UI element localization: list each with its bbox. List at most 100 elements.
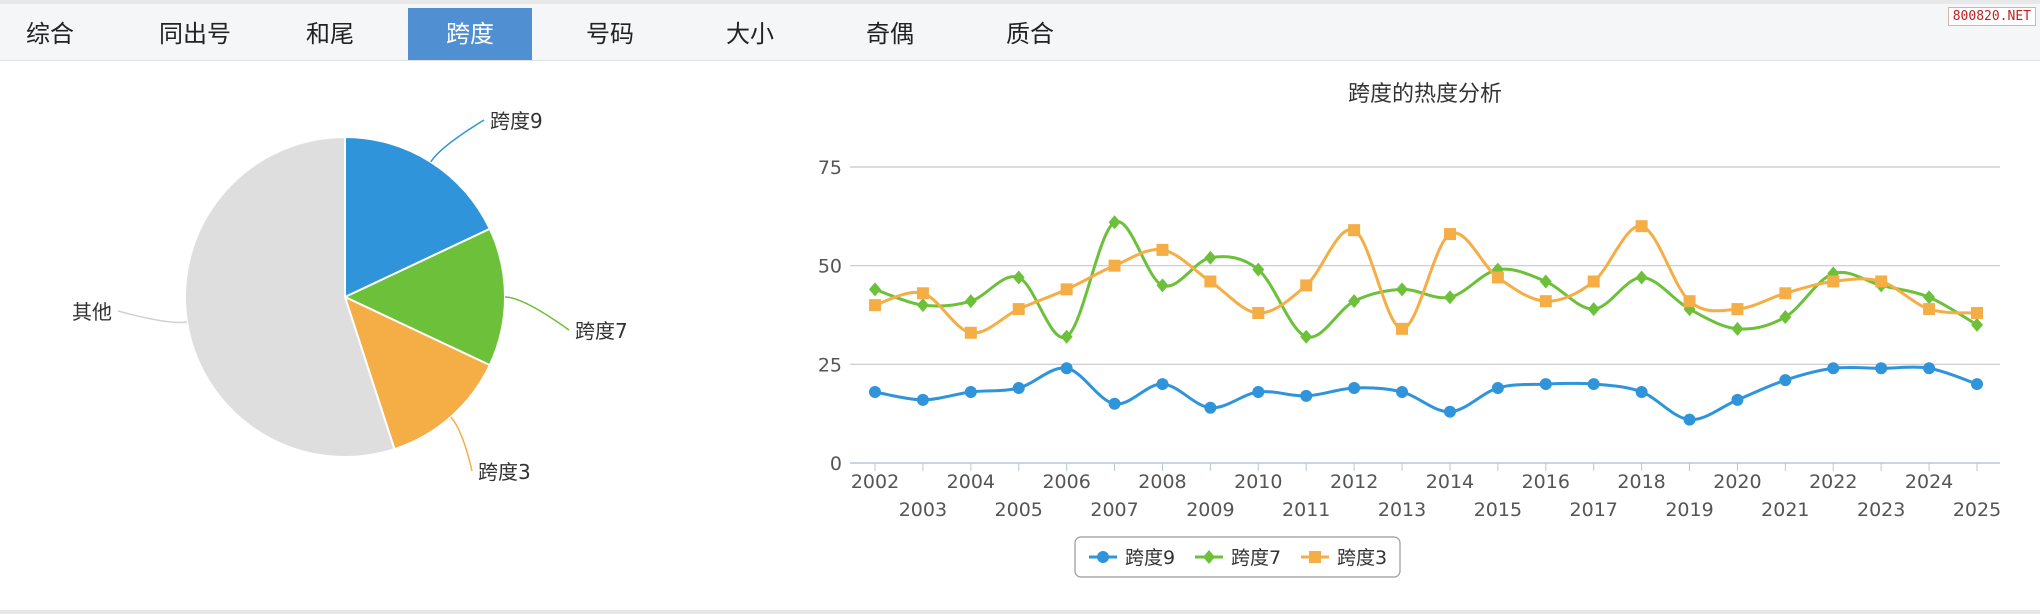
y-tick-label: 0: [830, 453, 842, 475]
data-point: [1875, 275, 1888, 288]
tab-prime-composite[interactable]: 质合: [1006, 20, 1054, 48]
chart-panel: 跨度9 跨度7 跨度3 其他 跨度的热度分析 0 25 50 75 2002 2003 2004 20…: [0, 61, 2040, 609]
x-tick-label: 2013: [1378, 499, 1426, 521]
data-point: [964, 385, 977, 398]
legend-swatch-marker: [1309, 551, 1321, 563]
x-tick-label: 2002: [851, 471, 899, 493]
legend-box: [1074, 536, 1401, 578]
data-point: [1683, 413, 1696, 426]
x-tick-label: 2018: [1617, 471, 1665, 493]
data-point: [916, 298, 929, 313]
pie-label: 跨度3: [478, 460, 531, 484]
x-tick-label: 2023: [1857, 499, 1905, 521]
data-point: [1108, 259, 1121, 272]
x-tick-label: 2020: [1713, 471, 1761, 493]
data-point: [1156, 378, 1169, 391]
x-tick-label: 2007: [1090, 499, 1138, 521]
pie-connector: [504, 296, 570, 331]
data-point: [1587, 378, 1600, 391]
tab-sum-tail[interactable]: 和尾: [306, 20, 354, 48]
data-point: [1731, 393, 1744, 406]
x-tick-label: 2010: [1234, 471, 1282, 493]
data-point: [1779, 309, 1792, 324]
data-point: [1779, 374, 1792, 387]
data-point: [1443, 405, 1456, 418]
x-tick-label: 2017: [1570, 499, 1618, 521]
data-point: [1443, 228, 1456, 241]
data-point: [1635, 270, 1648, 285]
pie-slice: [184, 135, 396, 458]
data-point: [1060, 362, 1073, 375]
data-point: [964, 294, 977, 309]
data-point: [1635, 385, 1648, 398]
y-tick-label: 25: [818, 354, 842, 376]
data-point: [1204, 250, 1217, 265]
pie-chart: 跨度9 跨度7 跨度3 其他: [72, 109, 628, 484]
x-tick-label: 2015: [1474, 499, 1522, 521]
data-point: [1156, 278, 1169, 293]
data-point: [1971, 307, 1983, 320]
x-tick-label: 2004: [947, 471, 995, 493]
x-tick-label: 2022: [1809, 471, 1857, 493]
data-point: [1012, 382, 1025, 395]
data-point: [1396, 322, 1409, 335]
pie-label: 跨度9: [490, 109, 543, 133]
data-point: [1923, 290, 1936, 305]
data-point: [1731, 303, 1744, 316]
data-point: [1300, 389, 1313, 402]
data-point: [1971, 317, 1983, 332]
data-point: [1348, 224, 1361, 237]
data-point: [1731, 321, 1744, 336]
data-point: [1252, 385, 1265, 398]
y-tick-label: 50: [818, 256, 842, 278]
x-tick-label: 2005: [995, 499, 1043, 521]
x-tick-label: 2014: [1426, 471, 1474, 493]
data-point: [1779, 287, 1792, 300]
tab-numbers[interactable]: 号码: [586, 20, 634, 48]
x-tick-label: 2021: [1761, 499, 1809, 521]
data-point: [1108, 397, 1121, 410]
data-point: [1396, 385, 1409, 398]
data-point: [1635, 220, 1648, 233]
data-point: [869, 385, 881, 398]
data-point: [964, 326, 977, 339]
tab-overview[interactable]: 综合: [26, 20, 74, 48]
data-point: [1012, 303, 1025, 316]
legend-label: 跨度7: [1231, 547, 1281, 569]
series-line-1: [874, 220, 1978, 339]
y-tick-label: 75: [818, 157, 842, 179]
x-tick-label: 2024: [1905, 471, 1953, 493]
data-point: [1108, 215, 1121, 230]
tab-big-small[interactable]: 大小: [726, 20, 774, 48]
legend-label: 跨度3: [1337, 547, 1387, 569]
tab-bar: 综合 同出号 和尾 跨度 号码 大小 奇偶 质合 800820.NET: [0, 4, 2040, 61]
data-point: [1252, 307, 1265, 320]
tab-same-numbers[interactable]: 同出号: [159, 20, 231, 48]
top-divider: [0, 0, 2040, 4]
x-tick-label: 2019: [1665, 499, 1713, 521]
line-chart: 跨度的热度分析025507520022003200420052006200720…: [818, 82, 2001, 578]
pie-connector: [430, 119, 485, 163]
x-tick-label: 2016: [1522, 471, 1570, 493]
legend-label: 跨度9: [1125, 547, 1175, 569]
data-point: [1348, 382, 1361, 395]
data-point: [869, 282, 881, 297]
pie-connector: [117, 310, 188, 324]
tab-span[interactable]: 跨度: [408, 8, 532, 60]
data-point: [1204, 275, 1217, 288]
tab-odd-even[interactable]: 奇偶: [866, 20, 914, 48]
x-tick-label: 2025: [1953, 499, 2001, 521]
data-point: [1587, 302, 1600, 317]
data-point: [1683, 295, 1696, 308]
pie-slice: [343, 295, 492, 451]
data-point: [1827, 362, 1840, 375]
site-watermark: 800820.NET: [1947, 7, 2036, 26]
data-point: [1539, 274, 1552, 289]
bottom-divider: [0, 610, 2040, 614]
series-line-0: [874, 365, 1978, 422]
data-point: [1300, 329, 1313, 344]
data-point: [916, 287, 929, 300]
data-point: [1491, 382, 1504, 395]
pie-label: 跨度7: [575, 319, 628, 343]
pie-connector: [450, 416, 473, 472]
